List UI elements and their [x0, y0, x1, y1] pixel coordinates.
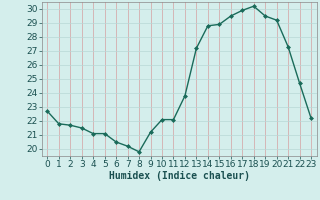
X-axis label: Humidex (Indice chaleur): Humidex (Indice chaleur): [109, 171, 250, 181]
